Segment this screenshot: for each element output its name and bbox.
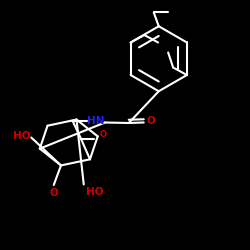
Text: HO: HO bbox=[12, 131, 30, 141]
Text: O: O bbox=[50, 188, 58, 198]
Text: O: O bbox=[100, 130, 107, 139]
Text: O: O bbox=[146, 116, 155, 126]
Text: HO: HO bbox=[86, 187, 103, 197]
Text: HN: HN bbox=[87, 116, 104, 126]
